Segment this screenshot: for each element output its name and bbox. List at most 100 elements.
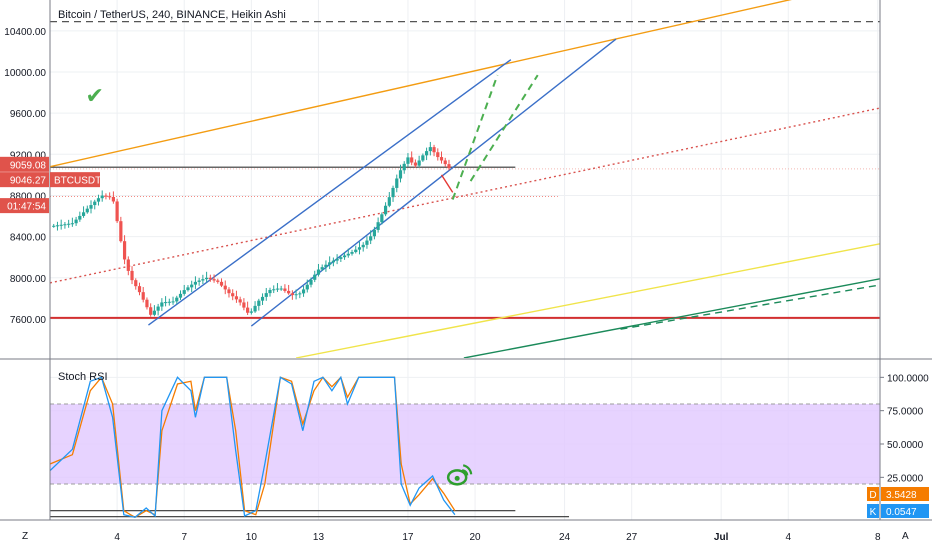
candle-body-105 [443, 160, 447, 165]
candle-body-6 [74, 219, 78, 224]
weibo-logo-eye [454, 475, 460, 481]
candle-body-48 [231, 293, 235, 297]
time-tick-label-3: 13 [313, 532, 325, 543]
price-label-text-1: 9046.27 [10, 176, 47, 187]
candle-body-86 [372, 229, 376, 237]
candle-body-61 [279, 288, 283, 290]
candle-body-34 [178, 293, 183, 298]
series-name-label-1: K [870, 507, 877, 518]
candle-body-43 [212, 279, 216, 281]
time-tick-label-6: 24 [559, 532, 571, 543]
series-name-box-1 [867, 504, 879, 518]
candle-body-18 [119, 221, 123, 242]
price-tick-label-1: 10000.00 [4, 68, 46, 79]
rsi-tick-label-1: 75.0000 [887, 407, 924, 418]
candle-body-92 [395, 178, 399, 188]
time-tick-label-8: Jul [714, 532, 729, 543]
candle-body-52 [246, 307, 250, 313]
candle-body-56 [260, 296, 265, 301]
candle-body-72 [320, 267, 324, 270]
price-label-text-0: 9059.08 [10, 160, 47, 171]
price-label-box-2 [0, 198, 49, 214]
candle-body-87 [376, 222, 380, 230]
candle-body-42 [208, 277, 212, 280]
candle-body-81 [354, 249, 358, 253]
candle-body-106 [447, 164, 451, 169]
price-tick-label-0: 10400.00 [4, 27, 46, 38]
candle-body-23 [137, 286, 142, 293]
candle-body-22 [134, 280, 138, 287]
time-tick-label-9: 4 [785, 532, 791, 543]
candle-body-55 [257, 300, 261, 306]
timezone-corner-label[interactable]: Z [22, 531, 29, 542]
candle-body-45 [219, 281, 224, 286]
candle-body-68 [305, 284, 309, 290]
candle-body-74 [328, 262, 332, 265]
series-value-box-1 [881, 504, 929, 518]
price-tick-label-6: 8000.00 [10, 274, 47, 285]
time-tick-label-4: 17 [402, 532, 414, 543]
candle-body-40 [201, 279, 205, 281]
candle-body-26 [149, 307, 153, 315]
price-tick-label-2: 9600.00 [10, 109, 47, 120]
time-tick-label-10: 8 [875, 532, 881, 543]
candle-body-71 [316, 269, 321, 275]
trend-line-5 [463, 278, 880, 358]
candle-body-100 [424, 151, 429, 156]
candle-body-47 [227, 289, 231, 294]
candle-body-79 [346, 253, 350, 256]
price-tick-label-5: 8400.00 [10, 233, 47, 244]
trend-line-2 [148, 59, 512, 326]
candle-body-63 [287, 290, 291, 294]
candle-body-66 [298, 293, 302, 295]
candle-body-29 [160, 302, 164, 307]
candle-body-33 [175, 297, 179, 302]
candle-body-60 [275, 288, 280, 290]
candle-body-41 [205, 277, 209, 280]
candle-body-99 [421, 155, 425, 161]
candle-body-80 [350, 252, 354, 254]
candle-body-10 [89, 205, 93, 209]
trend-line-7 [451, 74, 499, 200]
candle-body-91 [391, 187, 395, 198]
candle-body-3 [63, 224, 67, 226]
candle-body-25 [145, 299, 149, 308]
stoch-rsi-title: Stoch RSI [58, 371, 108, 383]
price-tick-label-3: 9200.00 [10, 150, 47, 161]
candle-body-36 [186, 287, 190, 291]
series-name-label-0: D [869, 490, 876, 501]
series-value-label-0: 3.5428 [886, 490, 917, 501]
trend-line-6 [620, 284, 880, 330]
candle-body-37 [190, 284, 194, 288]
candle-body-103 [436, 152, 440, 158]
candle-body-14 [104, 195, 108, 197]
candle-body-28 [156, 306, 160, 311]
price-tick-label-7: 7600.00 [10, 315, 47, 326]
candle-body-38 [193, 281, 198, 285]
series-value-box-0 [881, 487, 929, 501]
candle-body-44 [216, 280, 220, 282]
symbol-tag-text: BTCUSDT [54, 176, 101, 187]
weibo-logo-icon [446, 464, 473, 486]
candle-body-59 [272, 289, 276, 291]
candle-body-89 [383, 205, 388, 215]
candle-body-65 [294, 294, 298, 296]
candle-body-93 [398, 170, 403, 179]
auto-scale-corner-label[interactable]: A [902, 531, 909, 542]
candle-body-77 [339, 257, 343, 259]
candle-body-8 [81, 212, 86, 216]
candle-body-5 [70, 223, 74, 225]
trend-line-0 [50, 0, 792, 168]
checkmark-annotation-0: ✔ [86, 84, 104, 109]
candle-body-20 [126, 259, 130, 271]
candle-body-96 [410, 157, 414, 163]
candle-body-62 [283, 288, 287, 291]
candle-body-73 [324, 264, 328, 268]
candle-body-54 [253, 305, 257, 312]
time-tick-label-2: 10 [246, 532, 258, 543]
candle-body-11 [93, 201, 97, 206]
candle-body-104 [439, 157, 444, 161]
rsi-tick-label-3: 25.0000 [887, 473, 924, 484]
